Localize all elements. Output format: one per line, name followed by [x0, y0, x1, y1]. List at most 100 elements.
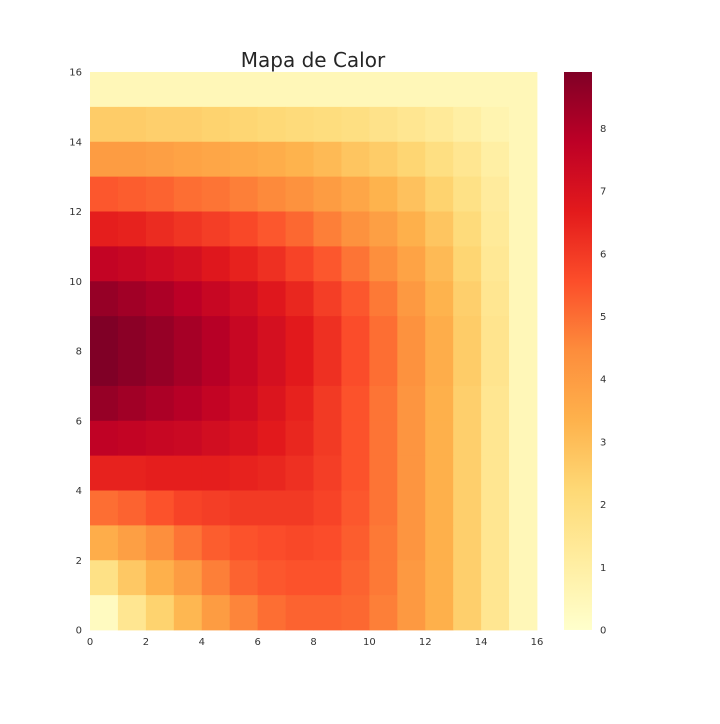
- heatmap-cell: [341, 246, 370, 282]
- heatmap-cell: [257, 176, 286, 212]
- colorbar-tick-label: 1: [600, 563, 606, 574]
- heatmap-cell: [145, 281, 175, 317]
- heatmap-cell: [313, 525, 342, 561]
- heatmap-cell: [481, 211, 510, 247]
- heatmap-cell: [90, 490, 119, 526]
- heatmap-cell: [201, 211, 231, 247]
- heatmap-cell: [117, 211, 147, 247]
- heatmap-cell: [313, 455, 342, 491]
- heatmap-cell: [425, 455, 454, 491]
- heatmap-cell: [117, 490, 147, 526]
- heatmap-cell: [313, 385, 342, 422]
- heatmap-cell: [257, 385, 286, 422]
- chart-title: Mapa de Calor: [241, 48, 386, 72]
- heatmap-cell: [173, 72, 203, 108]
- heatmap-cell: [369, 385, 398, 422]
- heatmap-cell: [257, 106, 286, 143]
- heatmap-cell: [453, 176, 482, 212]
- heatmap-cell: [257, 455, 286, 491]
- heatmap-cell: [145, 246, 175, 282]
- heatmap-cell: [313, 281, 342, 317]
- heatmap-cell: [173, 246, 203, 282]
- heatmap-cell: [90, 211, 119, 247]
- heatmap-cell: [397, 141, 426, 178]
- heatmap-cell: [425, 420, 454, 457]
- heatmap-cell: [201, 106, 231, 143]
- heatmap-cell: [453, 595, 482, 631]
- heatmap-cell: [397, 351, 426, 387]
- heatmap-cell: [453, 351, 482, 387]
- heatmap-cell: [425, 525, 454, 561]
- heatmap-cell: [425, 106, 454, 143]
- heatmap-cell: [229, 246, 259, 282]
- heatmap-cell: [285, 246, 314, 282]
- heatmap-cell: [341, 281, 370, 317]
- heatmap-cell: [173, 316, 203, 352]
- heatmap-cell: [341, 490, 370, 526]
- heatmap-cell: [509, 455, 538, 491]
- y-tick-label: 14: [69, 137, 82, 148]
- heatmap-cell: [257, 211, 286, 247]
- heatmap-cell: [313, 595, 342, 631]
- heatmap-cell: [285, 316, 314, 352]
- heatmap-cell: [397, 316, 426, 352]
- heatmap-cell: [257, 246, 286, 282]
- heatmap-cell: [481, 490, 510, 526]
- y-axis-ticks: 0 2 4 6 8 10 12 14 16: [69, 68, 82, 637]
- heatmap-cell: [90, 281, 119, 317]
- heatmap-cell: [201, 560, 231, 596]
- y-tick-label: 0: [76, 626, 82, 637]
- heatmap-cell: [257, 316, 286, 352]
- heatmap-cell: [341, 525, 370, 561]
- heatmap-cell: [173, 595, 203, 631]
- heatmap-cell: [369, 316, 398, 352]
- heatmap-cell: [313, 560, 342, 596]
- heatmap-cell: [509, 490, 538, 526]
- heatmap-cell: [509, 560, 538, 596]
- heatmap-cell: [90, 595, 119, 631]
- heatmap-cell: [117, 385, 147, 422]
- heatmap-cell: [229, 281, 259, 317]
- heatmap-cell: [369, 281, 398, 317]
- heatmap-cell: [173, 106, 203, 143]
- heatmap-cell: [90, 316, 119, 352]
- heatmap-cell: [117, 560, 147, 596]
- heatmap-cell: [173, 211, 203, 247]
- heatmap-cell: [285, 281, 314, 317]
- heatmap-cell: [285, 351, 314, 387]
- heatmap-cell: [285, 72, 314, 108]
- heatmap-cell: [313, 106, 342, 143]
- heatmap-cell: [369, 211, 398, 247]
- heatmap-cell: [145, 72, 175, 108]
- x-tick-label: 10: [363, 637, 376, 648]
- heatmap-cell: [201, 316, 231, 352]
- heatmap-cell: [257, 351, 286, 387]
- heatmap-cell: [90, 420, 119, 457]
- heatmap-cell: [257, 141, 286, 178]
- heatmap-cell: [481, 246, 510, 282]
- heatmap-cell: [453, 106, 482, 143]
- heatmap-cell: [425, 176, 454, 212]
- heatmap-cell: [229, 141, 259, 178]
- heatmap-cell: [369, 490, 398, 526]
- heatmap-cell: [369, 595, 398, 631]
- heatmap-cell: [117, 141, 147, 178]
- heatmap-cell: [397, 281, 426, 317]
- heatmap-cell: [453, 246, 482, 282]
- heatmap-cell: [509, 316, 538, 352]
- heatmap-cell: [285, 141, 314, 178]
- heatmap-cell: [509, 420, 538, 457]
- heatmap-cell: [285, 455, 314, 491]
- heatmap-cell: [173, 490, 203, 526]
- heatmap-cell: [145, 316, 175, 352]
- heatmap-cell: [341, 106, 370, 143]
- heatmap-cell: [173, 141, 203, 178]
- heatmap-cell: [313, 141, 342, 178]
- heatmap-cell: [285, 595, 314, 631]
- heatmap-cell: [90, 385, 119, 422]
- heatmap-cell: [90, 72, 119, 108]
- heatmap-cell: [341, 176, 370, 212]
- heatmap-cell: [509, 351, 538, 387]
- heatmap-cell: [90, 525, 119, 561]
- x-tick-label: 6: [254, 637, 260, 648]
